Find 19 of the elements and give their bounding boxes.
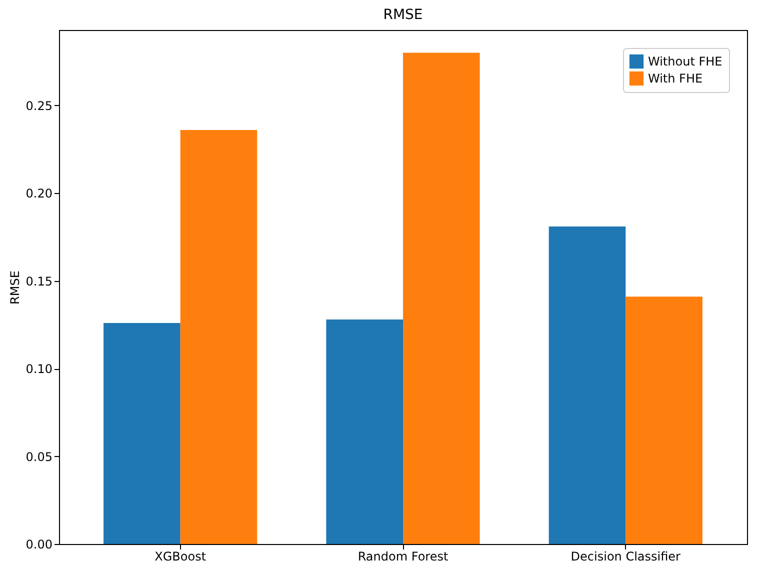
x-tick-label: XGBoost — [154, 550, 206, 564]
legend-label: Without FHE — [648, 54, 722, 68]
x-tick-label: Decision Classifier — [570, 550, 681, 564]
bar — [548, 226, 626, 544]
bar — [104, 322, 180, 544]
bar — [326, 319, 403, 544]
y-axis-title: RMSE — [8, 270, 22, 304]
chart-title: RMSE — [383, 7, 423, 23]
y-tick-label: 0.25 — [26, 98, 52, 113]
y-tick-label: 0.20 — [26, 186, 52, 201]
x-tick-label: Random Forest — [358, 550, 448, 564]
y-tick-label: 0.00 — [26, 538, 52, 552]
bar — [403, 52, 480, 544]
legend-label: With FHE — [648, 72, 703, 86]
y-tick-label: 0.10 — [26, 362, 52, 376]
bar — [180, 130, 258, 544]
y-tick-label: 0.05 — [26, 450, 52, 464]
y-tick-label: 0.15 — [26, 274, 52, 288]
bar — [626, 296, 702, 544]
